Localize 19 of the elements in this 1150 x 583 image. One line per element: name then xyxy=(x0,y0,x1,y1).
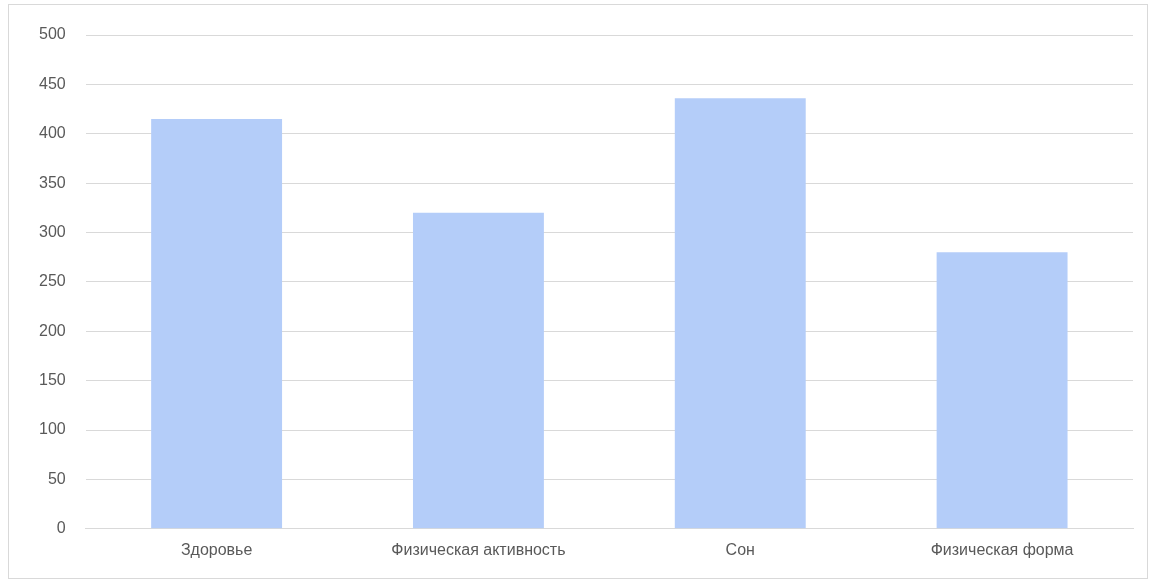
y-tick-label: 300 xyxy=(38,222,66,240)
y-tick-label: 400 xyxy=(38,124,66,142)
y-tick-label: 100 xyxy=(38,420,66,438)
x-tick-label: Физическая активность xyxy=(391,540,566,558)
bar xyxy=(936,252,1068,529)
y-tick-label: 0 xyxy=(56,519,66,537)
y-tick-label: 200 xyxy=(38,321,66,339)
x-tick-label: Физическая форма xyxy=(930,540,1074,558)
y-tick-label: 500 xyxy=(38,25,66,43)
bar xyxy=(151,118,283,529)
y-tick-label: 50 xyxy=(47,469,66,487)
y-tick-label: 150 xyxy=(38,371,66,389)
bar xyxy=(412,212,544,529)
bar xyxy=(674,98,806,529)
x-tick-label: Сон xyxy=(725,540,755,558)
y-tick-label: 450 xyxy=(38,74,66,92)
y-tick-label: 350 xyxy=(38,173,66,191)
x-tick-label: Здоровье xyxy=(180,540,253,558)
y-tick-label: 250 xyxy=(38,272,66,290)
